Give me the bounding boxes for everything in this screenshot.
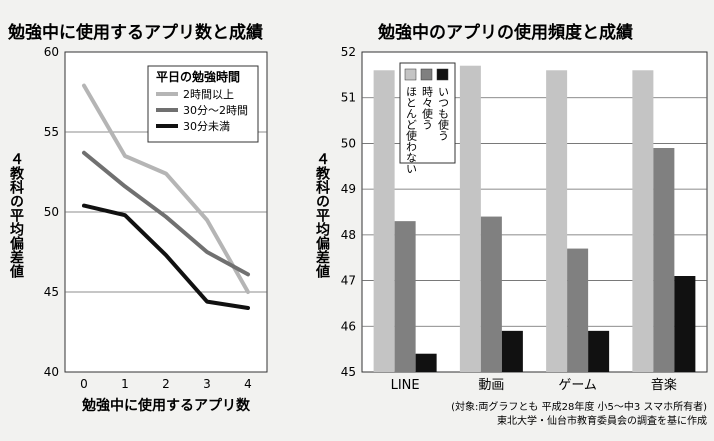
bar-chart-title: 勉強中のアプリの使用頻度と成績 (377, 22, 633, 43)
line-x-tick-label: 0 (80, 377, 88, 391)
source-note-line1: (対象:両グラフとも 平成28年度 小5～中3 スマホ所有者) (451, 400, 707, 413)
bar-LINE-2 (415, 353, 437, 372)
line-x-tick-label: 1 (121, 377, 129, 391)
bar-y-tick-label: 48 (341, 228, 356, 242)
bar-legend-label: 時々使う (421, 86, 434, 130)
bar-ゲーム-1 (567, 248, 589, 372)
bar-legend: ほとんど使わない 時々使う いつも使う (399, 62, 456, 174)
bar-y-tick-label: 47 (341, 274, 356, 288)
bar-ゲーム-2 (588, 330, 610, 372)
line-series-group (82, 83, 250, 310)
bar-ゲーム-0 (546, 70, 568, 373)
line-y-axis-title: ４教科の平均偏差値 (8, 152, 25, 279)
line-y-tick-label: 50 (44, 205, 59, 219)
line-legend-title: 平日の勉強時間 (156, 69, 240, 84)
line-legend-label: 2時間以上 (183, 88, 234, 101)
line-x-axis-title: 勉強中に使用するアプリ数 (81, 397, 251, 414)
bar-x-tick-label: 動画 (478, 378, 504, 393)
source-note-line2: 東北大学・仙台市教育委員会の調査を基に作成 (497, 414, 707, 427)
bar-y-tick-label: 45 (341, 365, 356, 379)
line-chart-title: 勉強中に使用するアプリ数と成績 (7, 22, 263, 43)
line-legend-items: 2時間以上 30分～2時間 30分未満 (156, 88, 248, 133)
bar-y-tick-label: 50 (341, 136, 356, 150)
bar-y-axis-title: ４教科の平均偏差値 (314, 152, 331, 279)
bar-legend-label: いつも使う (437, 86, 450, 141)
bar-動画-1 (480, 216, 502, 372)
bar-LINE-0 (373, 70, 395, 373)
bar-y-ticks: 45 46 47 48 49 50 51 52 (341, 45, 356, 379)
bar-x-tick-label: 音楽 (651, 377, 677, 393)
bar-x-tick-label: LINE (391, 378, 420, 393)
bar-音楽-0 (632, 70, 654, 373)
line-chart: 勉強中に使用するアプリ数と成績 40 45 50 55 60 0 1 2 3 4 ４教科の平均偏… (7, 22, 268, 414)
line-legend-label: 30分～2時間 (183, 104, 248, 117)
bar-legend-swatch (420, 68, 433, 81)
line-x-tick-label: 4 (244, 377, 252, 391)
bar-y-tick-label: 46 (341, 319, 356, 333)
bar-音楽-1 (653, 148, 675, 372)
bar-動画-2 (501, 330, 523, 372)
line-x-tick-label: 2 (162, 377, 170, 391)
line-series-1 (82, 150, 250, 277)
line-series-0 (82, 83, 250, 294)
bar-legend-swatch (404, 68, 417, 81)
line-legend-label: 30分未満 (183, 120, 230, 133)
line-x-ticks: 0 1 2 3 4 (80, 377, 252, 391)
line-legend: 平日の勉強時間 2時間以上 30分～2時間 30分未満 (147, 65, 259, 143)
line-legend-box (147, 65, 259, 143)
line-series-2 (82, 203, 250, 310)
line-y-ticks: 40 45 50 55 60 (44, 45, 59, 379)
line-y-tick-label: 60 (44, 45, 59, 59)
bar-x-ticks: LINE 動画 ゲーム 音楽 (391, 377, 677, 393)
bar-legend-items: ほとんど使わない 時々使う いつも使う (404, 68, 450, 174)
bar-x-tick-label: ゲーム (558, 378, 597, 393)
line-y-tick-label: 40 (44, 365, 59, 379)
bar-LINE-1 (394, 221, 416, 372)
bar-chart: 勉強中のアプリの使用頻度と成績 45 46 47 48 49 50 51 52 LINE 動画 ゲ… (314, 22, 708, 393)
line-y-tick-label: 55 (44, 125, 59, 139)
bar-音楽-2 (674, 276, 696, 372)
bar-y-tick-label: 49 (341, 182, 356, 196)
line-y-tick-label: 45 (44, 285, 59, 299)
bar-series-group (373, 65, 696, 373)
bar-legend-label: ほとんど使わない (405, 86, 418, 174)
bar-y-tick-label: 51 (341, 91, 356, 105)
line-x-tick-label: 3 (203, 377, 211, 391)
bar-動画-0 (459, 65, 481, 372)
bar-y-tick-label: 52 (341, 45, 356, 59)
bar-legend-swatch (436, 68, 449, 81)
